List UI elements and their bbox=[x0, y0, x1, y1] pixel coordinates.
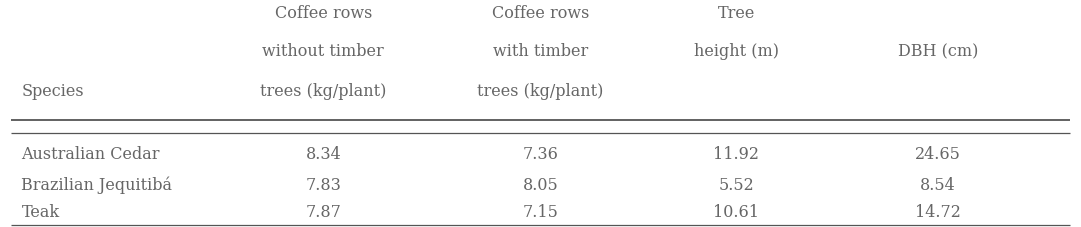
Text: 5.52: 5.52 bbox=[719, 176, 755, 193]
Text: without timber: without timber bbox=[263, 43, 384, 60]
Text: trees (kg/plant): trees (kg/plant) bbox=[478, 83, 603, 100]
Text: 8.54: 8.54 bbox=[920, 176, 956, 193]
Text: Species: Species bbox=[22, 83, 84, 100]
Text: 7.83: 7.83 bbox=[306, 176, 342, 193]
Text: height (m): height (m) bbox=[694, 43, 779, 60]
Text: 10.61: 10.61 bbox=[713, 203, 760, 220]
Text: Teak: Teak bbox=[22, 203, 59, 220]
Text: Coffee rows: Coffee rows bbox=[492, 5, 589, 22]
Text: 8.34: 8.34 bbox=[306, 145, 342, 162]
Text: 14.72: 14.72 bbox=[915, 203, 961, 220]
Text: Australian Cedar: Australian Cedar bbox=[22, 145, 160, 162]
Text: Tree: Tree bbox=[718, 5, 756, 22]
Text: 11.92: 11.92 bbox=[713, 145, 760, 162]
Text: DBH (cm): DBH (cm) bbox=[897, 43, 978, 60]
Text: 7.15: 7.15 bbox=[522, 203, 559, 220]
Text: 8.05: 8.05 bbox=[522, 176, 559, 193]
Text: Brazilian Jequitibá: Brazilian Jequitibá bbox=[22, 176, 172, 193]
Text: 24.65: 24.65 bbox=[915, 145, 961, 162]
Text: with timber: with timber bbox=[493, 43, 588, 60]
Text: Coffee rows: Coffee rows bbox=[275, 5, 372, 22]
Text: 7.87: 7.87 bbox=[306, 203, 342, 220]
Text: 7.36: 7.36 bbox=[522, 145, 559, 162]
Text: trees (kg/plant): trees (kg/plant) bbox=[261, 83, 387, 100]
